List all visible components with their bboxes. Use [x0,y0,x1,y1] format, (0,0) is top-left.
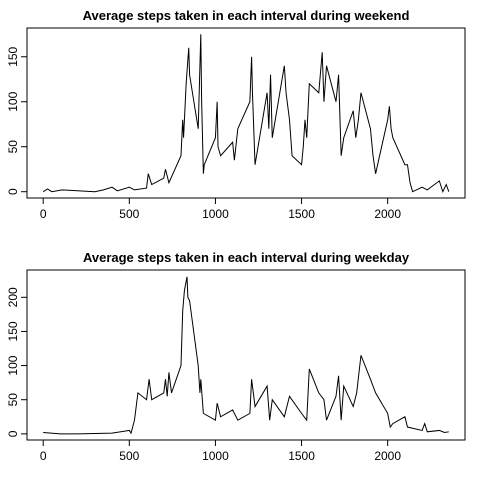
y-tick-label: 150 [6,321,20,341]
x-tick-label: 1500 [288,207,315,221]
data-line [42,34,450,194]
chart-title: Average steps taken in each interval dur… [83,250,410,265]
x-tick-label: 0 [40,449,47,463]
y-tick-label: 100 [6,91,20,111]
data-line [43,276,449,435]
x-tick-label: 2000 [374,449,401,463]
y-tick-label: 50 [6,393,20,407]
x-tick-label: 2000 [374,207,401,221]
y-tick-label: 0 [6,430,20,437]
x-tick-label: 1000 [202,449,229,463]
x-tick-label: 1500 [288,449,315,463]
y-tick-label: 0 [6,188,20,195]
y-tick-label: 50 [6,140,20,154]
x-tick-label: 500 [119,207,139,221]
y-tick-label: 200 [6,287,20,307]
x-tick-label: 500 [119,449,139,463]
plot-box [26,27,466,199]
x-tick-label: 1000 [202,207,229,221]
chart-title: Average steps taken in each interval dur… [83,8,410,23]
y-tick-label: 150 [6,46,20,66]
x-tick-label: 0 [40,207,47,221]
plot-box [26,269,466,441]
y-tick-label: 100 [6,355,20,375]
